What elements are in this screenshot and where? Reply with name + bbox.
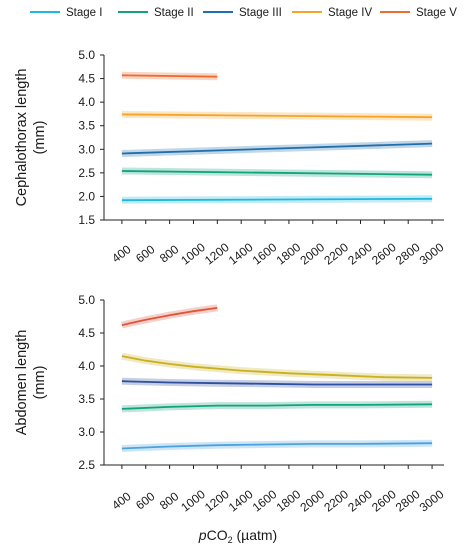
y-tick-label: 3.0 xyxy=(78,425,95,439)
series-line xyxy=(121,74,218,78)
series-line xyxy=(121,442,433,450)
y-tick-label: 4.5 xyxy=(78,326,95,340)
x-tick-label: 400 xyxy=(109,489,134,513)
x-tick-label: 1800 xyxy=(274,487,304,515)
x-tick-label: 1400 xyxy=(226,487,256,515)
x-tick-label: 800 xyxy=(157,489,182,513)
x-tick-label: 800 xyxy=(157,242,182,266)
legend-label: Stage I xyxy=(66,7,102,19)
series-line xyxy=(121,307,218,326)
y-tick-label: 3.5 xyxy=(78,119,95,133)
y-tick-label: 5.0 xyxy=(78,293,95,307)
legend-label: Stage II xyxy=(154,7,194,19)
x-tick-label: 600 xyxy=(133,242,158,266)
series-line xyxy=(121,197,433,202)
x-tick-label: 2200 xyxy=(321,487,351,515)
x-tick-label: 1800 xyxy=(274,240,304,268)
x-tick-label: 2000 xyxy=(297,240,327,268)
series-line xyxy=(121,113,433,119)
x-tick-label: 2200 xyxy=(321,240,351,268)
legend-label: Stage III xyxy=(239,7,282,19)
legend-label: Stage IV xyxy=(328,7,372,19)
y-tick-label: 1.5 xyxy=(78,213,95,227)
y-axis-title: Cephalothorax length (mm) xyxy=(14,69,48,207)
y-tick-label: 5.0 xyxy=(78,48,95,62)
x-tick-label: 2600 xyxy=(369,240,399,268)
series-ci-band xyxy=(121,352,433,382)
x-tick-label: 1000 xyxy=(178,487,208,515)
y-tick-label: 3.0 xyxy=(78,142,95,156)
series-line xyxy=(121,403,433,410)
series-line xyxy=(121,170,433,176)
x-tick-label: 400 xyxy=(109,242,134,266)
x-tick-label: 2400 xyxy=(345,240,375,268)
x-tick-label: 2600 xyxy=(369,487,399,515)
series-line xyxy=(121,380,433,386)
x-tick-label: 1400 xyxy=(226,240,256,268)
x-tick-label: 2000 xyxy=(297,487,327,515)
x-tick-label: 1200 xyxy=(202,240,232,268)
y-axis-title-line: (mm) xyxy=(32,121,48,155)
y-tick-label: 2.0 xyxy=(78,189,95,203)
y-tick-label: 4.0 xyxy=(78,359,95,373)
x-tick-label: 600 xyxy=(133,489,158,513)
y-axis-title: Abdomen length (mm) xyxy=(14,330,48,436)
x-tick-label: 1600 xyxy=(250,487,280,515)
x-tick-label: 1200 xyxy=(202,487,232,515)
y-axis-title-line: Abdomen length xyxy=(14,330,30,436)
y-axis-title-line: (mm) xyxy=(32,366,48,400)
series-line xyxy=(121,355,433,379)
y-tick-label: 4.5 xyxy=(78,72,95,86)
x-axis-label: pCO2 (µatm) xyxy=(198,527,277,545)
x-tick-label: 2800 xyxy=(393,240,423,268)
y-axis-title-line: Cephalothorax length xyxy=(14,69,30,207)
x-tick-label: 1000 xyxy=(178,240,208,268)
y-tick-label: 4.0 xyxy=(78,95,95,109)
series-line xyxy=(121,142,433,155)
x-tick-label: 2800 xyxy=(393,487,423,515)
y-tick-label: 2.5 xyxy=(78,166,95,180)
x-tick-label: 3000 xyxy=(417,487,447,515)
x-tick-label: 2400 xyxy=(345,487,375,515)
x-tick-label: 3000 xyxy=(417,240,447,268)
legend: Stage I Stage II Stage III Stage IV Stage V xyxy=(30,7,457,19)
cephalothorax-panel: 1.5 2.0 2.5 3.0 3.5 4.0 4.5 5.0 400 600 8001000120… xyxy=(14,48,447,268)
x-tick-label: 1600 xyxy=(250,240,280,268)
legend-label: Stage V xyxy=(416,7,457,19)
y-tick-label: 3.5 xyxy=(78,392,95,406)
y-tick-label: 2.5 xyxy=(78,458,95,472)
